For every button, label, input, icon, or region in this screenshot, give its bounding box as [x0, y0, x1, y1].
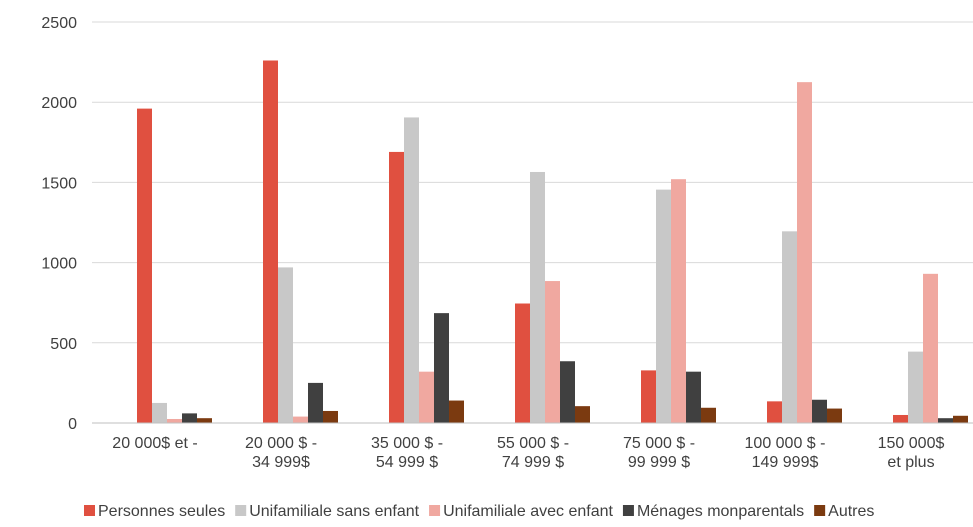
bar: [404, 117, 419, 424]
bar: [419, 371, 434, 423]
x-category-label: 75 000 $ - 99 999 $: [623, 435, 695, 471]
bar: [812, 399, 827, 423]
y-tick-label: 500: [50, 336, 77, 353]
bar: [827, 408, 842, 423]
legend-swatch: [622, 505, 634, 516]
legend-swatch: [235, 505, 247, 516]
bar: [560, 361, 575, 423]
legend: Personnes seules Unifamiliale sans enfant…: [84, 503, 874, 520]
bar: [893, 414, 908, 423]
bar: [767, 401, 782, 423]
bar: [908, 351, 923, 423]
bar: [797, 82, 812, 424]
x-category-label-line: 75 000 $ -: [623, 435, 695, 452]
bar: [197, 418, 212, 423]
x-category-label-line: 99 999 $: [628, 454, 690, 471]
bar: [671, 179, 686, 423]
bar: [656, 189, 671, 423]
bar: [323, 410, 338, 423]
x-category-label-line: 20 000 $ -: [245, 435, 317, 452]
bar: [545, 281, 560, 423]
bar: [152, 402, 167, 423]
bar: [575, 406, 590, 423]
bar: [167, 418, 182, 423]
y-tick-label: 1000: [41, 256, 77, 273]
x-category-label-line: 34 999$: [252, 454, 310, 471]
bar: [449, 400, 464, 423]
x-category-label-line: 74 999 $: [502, 454, 564, 471]
x-category-label: 55 000 $ - 74 999 $: [497, 435, 569, 471]
x-category-label-line: 150 000$: [878, 435, 945, 452]
x-axis-category-labels: 20 000$ et - 20 000 $ - 34 999$ 35 000 $ - 5…: [112, 435, 944, 471]
legend-item: Unifamiliale sans enfant: [235, 503, 420, 520]
bar: [686, 371, 701, 423]
x-category-label-line: 55 000 $ -: [497, 435, 569, 452]
bar: [701, 407, 716, 423]
legend-label: Unifamiliale sans enfant: [249, 503, 419, 520]
legend-item: Personnes seules: [84, 503, 225, 520]
bar: [782, 231, 797, 423]
legend-item: Unifamiliale avec enfant: [429, 503, 613, 520]
bar: [389, 151, 404, 423]
bar: [923, 273, 938, 423]
bar: [137, 108, 152, 423]
x-category-label: 100 000 $ - 149 999$: [745, 435, 826, 471]
legend-label: Autres: [828, 503, 874, 520]
x-category-label: 20 000 $ - 34 999$: [245, 435, 317, 471]
x-category-label-line: 100 000 $ -: [745, 435, 826, 452]
legend-swatch: [429, 505, 441, 516]
x-category-label: 20 000$ et -: [112, 435, 197, 452]
x-category-label-line: et plus: [887, 454, 934, 471]
legend-label: Personnes seules: [98, 503, 225, 520]
x-category-label: 150 000$ et plus: [878, 435, 945, 471]
x-category-label-line: 54 999 $: [376, 454, 438, 471]
legend-swatch: [814, 505, 826, 516]
y-tick-label: 1500: [41, 175, 77, 192]
x-category-label-line: 149 999$: [752, 454, 819, 471]
bar: [182, 413, 197, 423]
legend-item: Ménages monparentals: [622, 503, 804, 520]
y-tick-label: 2500: [41, 15, 77, 32]
legend-item: Autres: [814, 503, 874, 520]
y-axis-tick-labels: 0 500 1000 1500 2000 2500: [41, 15, 77, 433]
y-tick-label: 0: [68, 416, 77, 433]
bar: [263, 60, 278, 423]
legend-label: Ménages monparentals: [637, 503, 804, 520]
bar: [953, 415, 968, 423]
bar: [293, 416, 308, 423]
bars: [137, 60, 968, 424]
legend-label: Unifamiliale avec enfant: [443, 503, 613, 520]
bar: [530, 171, 545, 423]
y-tick-label: 2000: [41, 95, 77, 112]
bar: [434, 313, 449, 423]
x-category-label-line: 35 000 $ -: [371, 435, 443, 452]
x-category-label-line: 20 000$ et -: [112, 435, 197, 452]
bar: [938, 418, 953, 423]
bar: [278, 267, 293, 423]
bar: [515, 303, 530, 423]
legend-swatch: [84, 505, 95, 516]
x-category-label: 35 000 $ - 54 999 $: [371, 435, 443, 471]
bar: [308, 382, 323, 423]
bar: [641, 370, 656, 423]
